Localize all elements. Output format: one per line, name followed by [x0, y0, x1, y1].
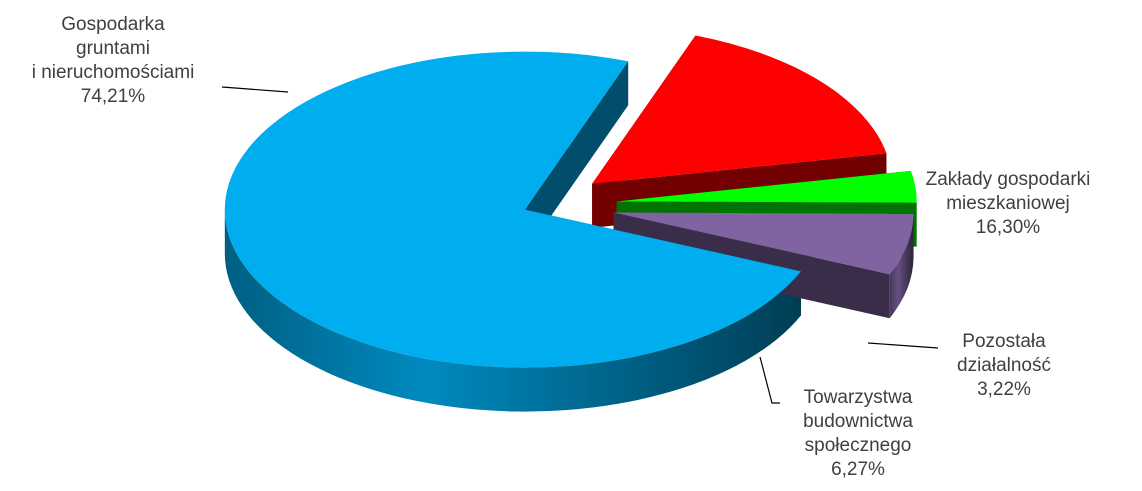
pie-slice: [224, 51, 801, 368]
data-labels: Gospodarka gruntami i nieruchomościami 74,2…: [32, 14, 1091, 480]
data-label-name: Pozostała: [962, 331, 1046, 352]
pie-slice: [613, 212, 914, 275]
data-label-name: społecznego: [805, 435, 912, 456]
data-label: Zakłady gospodarki mieszkaniowej 16,30%: [926, 169, 1091, 238]
data-label-name: mieszkaniowej: [946, 193, 1070, 214]
data-label: Gospodarka gruntami i nieruchomościami 74,2…: [32, 14, 195, 107]
slice-tops: [224, 35, 917, 368]
leader-line: [221, 86, 289, 93]
leader-line: [867, 342, 939, 349]
leader-line: [759, 356, 780, 404]
slice-side-wall: [224, 209, 801, 412]
data-label-name: i nieruchomościami: [32, 62, 195, 83]
pie-slice: [616, 170, 917, 203]
pie-slice: [592, 35, 887, 184]
slice-cut-face: [524, 61, 629, 254]
data-label-name: budownictwa: [803, 411, 913, 432]
data-label-name: Zakłady gospodarki: [926, 169, 1091, 190]
data-label-value: 3,22%: [977, 379, 1031, 400]
slice-side-wall: [889, 213, 914, 319]
data-label-name: Gospodarka: [61, 14, 165, 35]
data-label-value: 16,30%: [976, 217, 1041, 238]
data-label-value: 6,27%: [831, 459, 885, 480]
data-label-name: Towarzystwa: [804, 387, 913, 408]
data-label: Towarzystwa budownictwa społecznego 6,27%: [803, 387, 913, 480]
data-label-value: 74,21%: [81, 86, 146, 107]
data-label-name: gruntami: [76, 38, 150, 59]
data-label: Pozostała działalność 3,22%: [957, 331, 1051, 400]
leader-lines: [221, 86, 939, 404]
data-label-name: działalność: [957, 355, 1051, 376]
